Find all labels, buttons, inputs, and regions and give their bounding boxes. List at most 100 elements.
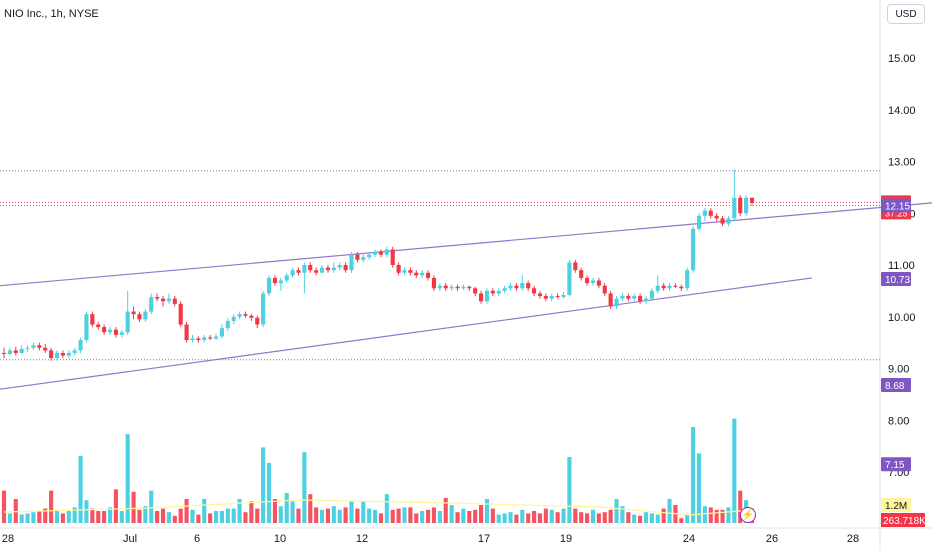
- volume-bar: [113, 489, 118, 523]
- candle-body: [467, 286, 472, 289]
- symbol-title[interactable]: NIO Inc., 1h, NYSE: [4, 8, 99, 20]
- volume-bar: [431, 507, 437, 523]
- volume-bar: [649, 513, 654, 523]
- volume-bar: [602, 512, 607, 523]
- candle-body: [402, 270, 407, 273]
- volume-bar: [408, 507, 413, 523]
- volume-bar: [437, 511, 442, 523]
- volume-bar: [107, 507, 113, 523]
- candle-body: [166, 298, 171, 302]
- volume-bar: [579, 512, 584, 523]
- candle-body: [643, 298, 649, 302]
- candle-body: [178, 303, 183, 325]
- volume-bar: [196, 514, 201, 523]
- volume-bar: [290, 501, 295, 523]
- volume-bar: [231, 508, 236, 523]
- candle-body: [626, 296, 631, 299]
- x-tick-label: 17: [478, 533, 490, 545]
- candle-body: [125, 311, 130, 333]
- price-badge: [881, 457, 911, 472]
- candle-body: [449, 286, 454, 289]
- volume-bar: [532, 511, 537, 523]
- volume-bar: [13, 499, 18, 523]
- y-tick-label: 11.00: [888, 260, 915, 272]
- volume-bar: [355, 508, 360, 523]
- x-tick-label: 10: [274, 533, 286, 545]
- volume-bar: [726, 507, 731, 523]
- volume-bar: [708, 507, 713, 523]
- volume-bar: [691, 427, 696, 523]
- candle-body: [131, 311, 136, 315]
- candles: [1, 169, 755, 361]
- volume-bar: [72, 507, 77, 523]
- candle-body: [78, 340, 83, 351]
- candle-body: [49, 350, 54, 359]
- volume-bar: [255, 508, 260, 523]
- volume-bar: [514, 514, 519, 523]
- x-tick-label: 28: [847, 533, 859, 545]
- volume-bar: [720, 509, 725, 523]
- volume-bar: [184, 499, 189, 523]
- candle-body: [202, 337, 207, 341]
- candle-body: [655, 285, 660, 291]
- volume-bar: [302, 452, 307, 523]
- candle-body: [361, 257, 366, 260]
- candle-body: [744, 197, 749, 214]
- volume-bar: [567, 457, 572, 523]
- candle-body: [567, 262, 572, 296]
- volume-bar: [37, 511, 42, 523]
- volume-bar: [378, 513, 384, 523]
- candle-body: [726, 218, 731, 224]
- volume-bar: [549, 509, 554, 523]
- candle-body: [113, 329, 118, 335]
- candle-body: [84, 314, 89, 341]
- lightning-icon[interactable]: ⚡: [740, 507, 756, 523]
- volume-bar: [213, 511, 219, 523]
- volume-bar: [414, 513, 419, 523]
- volume-bar: [620, 506, 625, 523]
- y-tick-label: 8.00: [888, 415, 909, 427]
- currency-button[interactable]: USD: [887, 4, 925, 24]
- candle-body: [479, 293, 484, 302]
- price-badge: [881, 378, 911, 393]
- volume-bar: [479, 505, 484, 523]
- candle-body: [596, 280, 601, 286]
- candle-body: [231, 316, 236, 321]
- volume-bar: [43, 508, 48, 523]
- candle-body: [107, 329, 113, 333]
- candle-body: [532, 288, 537, 294]
- volume-bar: [638, 515, 643, 523]
- candle-body: [314, 270, 319, 273]
- candle-body: [349, 254, 354, 271]
- volume-bar: [443, 497, 448, 523]
- candle-body: [455, 286, 460, 289]
- candle-body: [602, 285, 607, 294]
- volume-bar: [402, 507, 407, 523]
- volume-bar: [49, 490, 54, 523]
- volume-bar: [573, 508, 578, 523]
- volume-bar: [78, 455, 83, 523]
- candle-body: [367, 254, 372, 258]
- volume-bar: [66, 511, 71, 523]
- candle-body: [484, 290, 490, 302]
- volume-bar: [219, 511, 224, 523]
- candle-body: [431, 277, 437, 289]
- candle-body: [414, 272, 419, 276]
- volume-bar: [31, 512, 36, 523]
- candle-body: [573, 262, 578, 271]
- candle-body: [54, 352, 60, 359]
- y-tick-label: 15.00: [888, 53, 916, 65]
- candle-body: [661, 285, 666, 289]
- volume-bar: [225, 508, 230, 523]
- volume-bar: [361, 501, 366, 523]
- candle-body: [290, 270, 295, 276]
- candle-body: [302, 265, 307, 273]
- candle-body: [331, 267, 336, 271]
- volume-bar: [555, 512, 560, 523]
- candle-body: [502, 288, 507, 291]
- candle-body: [614, 298, 619, 307]
- price-badge: [881, 198, 911, 213]
- volume-bar: [125, 434, 130, 523]
